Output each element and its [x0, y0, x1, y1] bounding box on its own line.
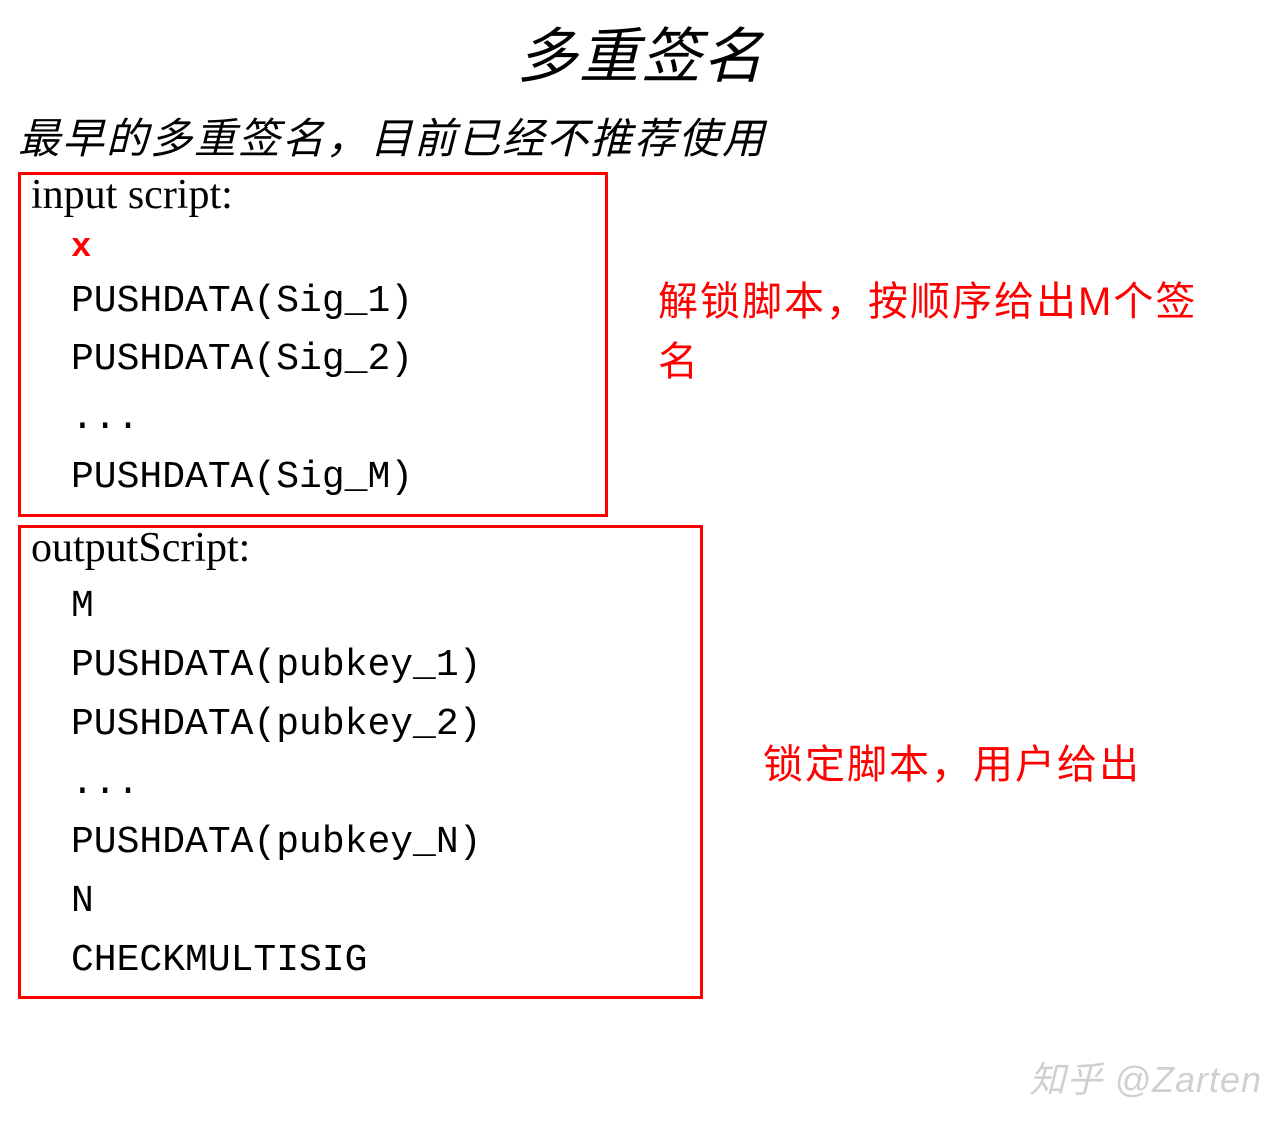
output-code-line: CHECKMULTISIG	[71, 932, 690, 991]
page-subtitle: 最早的多重签名，目前已经不推荐使用	[18, 105, 1282, 166]
input-script-box: input script: x PUSHDATA(Sig_1) PUSHDATA…	[18, 172, 608, 517]
output-row: outputScript: M PUSHDATA(pubkey_1) PUSHD…	[18, 525, 1282, 999]
x-mark-icon: x	[71, 225, 595, 273]
input-script-header: input script:	[31, 171, 595, 219]
input-code-line: ...	[71, 390, 595, 449]
output-script-header: outputScript:	[31, 524, 690, 572]
input-code-line: PUSHDATA(Sig_2)	[71, 331, 595, 390]
watermark-text: 知乎 @Zarten	[1029, 1051, 1262, 1103]
output-code-line: PUSHDATA(pubkey_N)	[71, 814, 690, 873]
input-code-line: PUSHDATA(Sig_1)	[71, 273, 595, 332]
output-code-line: ...	[71, 755, 690, 814]
output-code-line: PUSHDATA(pubkey_2)	[71, 696, 690, 755]
output-script-box: outputScript: M PUSHDATA(pubkey_1) PUSHD…	[18, 525, 703, 999]
input-code-line: PUSHDATA(Sig_M)	[71, 449, 595, 508]
input-row: input script: x PUSHDATA(Sig_1) PUSHDATA…	[18, 172, 1282, 517]
output-code-line: M	[71, 578, 690, 637]
page-title: 多重签名	[0, 8, 1282, 95]
input-annotation: 解锁脚本，按顺序给出M个签名	[658, 272, 1218, 392]
output-code-line: N	[71, 873, 690, 932]
output-code-line: PUSHDATA(pubkey_1)	[71, 637, 690, 696]
output-annotation: 锁定脚本，用户给出	[763, 735, 1141, 795]
